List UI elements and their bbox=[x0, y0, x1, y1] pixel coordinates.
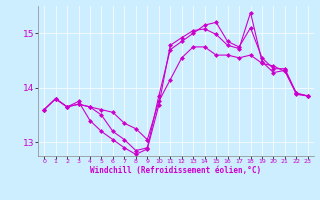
X-axis label: Windchill (Refroidissement éolien,°C): Windchill (Refroidissement éolien,°C) bbox=[91, 166, 261, 175]
